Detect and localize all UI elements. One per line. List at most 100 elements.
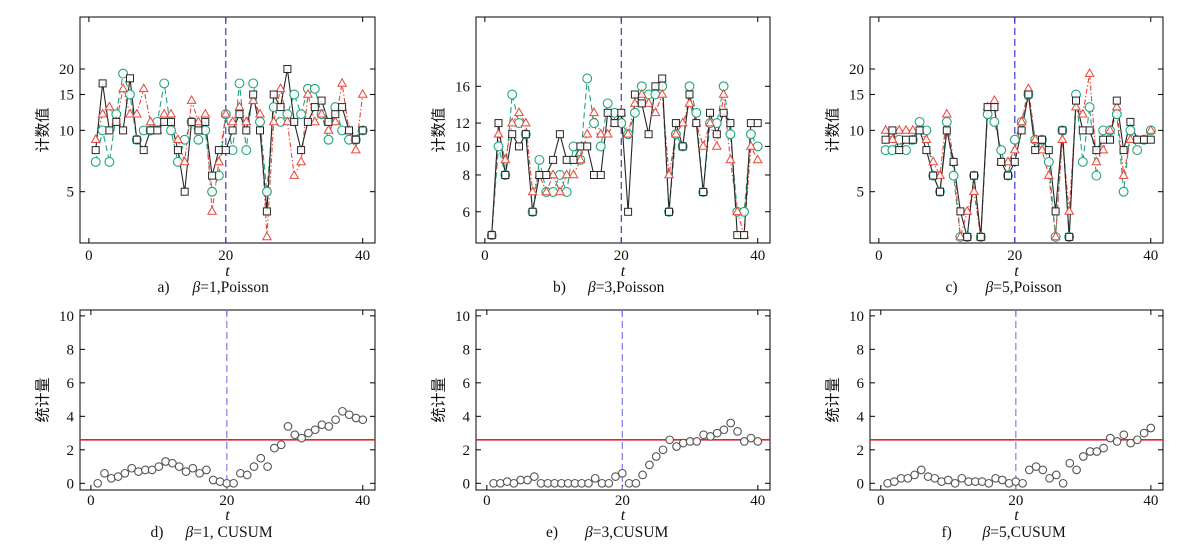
data-point-triangle — [1030, 134, 1041, 143]
data-point-triangle — [145, 116, 156, 126]
data-point-triangle — [575, 154, 586, 164]
data-point-triangle — [887, 134, 898, 143]
data-point-triangle — [907, 124, 918, 134]
data-point-circle — [1125, 125, 1136, 136]
plot-area — [870, 310, 1163, 490]
data-point-triangle — [880, 124, 891, 134]
data-point-cusum — [249, 462, 259, 471]
data-point-triangle — [316, 108, 327, 118]
data-point-square — [590, 171, 598, 179]
data-point-square — [908, 135, 917, 144]
data-point-cusum — [1018, 478, 1027, 488]
data-point-square — [753, 119, 762, 128]
data-point-cusum — [903, 473, 913, 483]
data-point-triangle — [894, 124, 905, 134]
caption-title-rest: =1, CUSUM — [193, 524, 273, 541]
data-point-circle — [261, 186, 272, 197]
data-point-square — [651, 82, 660, 91]
data-point-triangle — [97, 108, 108, 118]
data-point-square — [1146, 135, 1155, 144]
y-tick-label: 10 — [59, 309, 74, 325]
data-point-cusum — [338, 406, 347, 416]
data-point-cusum — [1065, 458, 1075, 468]
data-point-circle — [602, 98, 613, 109]
caption-beta: β — [185, 524, 194, 541]
y-axis-label: 计数值 — [430, 107, 447, 152]
data-point-cusum — [310, 425, 320, 435]
data-point-cusum — [523, 475, 532, 485]
data-point-square — [562, 155, 571, 164]
y-tick-label: 15 — [59, 87, 74, 103]
data-point-triangle — [725, 154, 736, 164]
data-point-square — [603, 108, 612, 117]
data-point-circle — [1077, 156, 1088, 167]
caption-title-rest: =3,Poisson — [596, 279, 665, 296]
x-axis-label: t — [621, 507, 626, 524]
y-tick-label: 8 — [463, 168, 471, 184]
data-point-square — [1058, 126, 1067, 135]
y-tick-label: 8 — [463, 342, 471, 358]
data-point-triangle — [568, 169, 579, 179]
data-point-triangle — [337, 77, 348, 87]
data-point-cusum — [1072, 465, 1081, 475]
data-point-cusum — [154, 462, 164, 471]
data-point-triangle — [357, 88, 368, 98]
data-point-cusum — [509, 478, 519, 488]
data-point-cusum — [692, 437, 702, 446]
data-point-circle — [207, 186, 218, 197]
data-point-square — [221, 146, 230, 155]
data-point-square — [936, 187, 944, 196]
caption-title: β=1, CUSUM — [185, 524, 273, 541]
data-point-triangle — [1111, 101, 1122, 111]
data-point-square — [1031, 146, 1040, 155]
data-point-triangle — [732, 206, 743, 216]
data-point-square — [180, 187, 189, 196]
data-point-square — [487, 231, 496, 240]
x-tick-label: 20 — [218, 248, 233, 264]
data-point-cusum — [270, 443, 279, 453]
data-point-circle — [296, 109, 307, 120]
y-tick-label: 2 — [67, 443, 75, 459]
data-point-cusum — [1031, 462, 1041, 471]
caption-title-rest: =3,CUSUM — [593, 524, 669, 541]
data-point-circle — [684, 81, 695, 92]
data-point-square — [706, 108, 714, 117]
y-tick-label: 6 — [463, 205, 471, 221]
x-tick-label: 0 — [85, 248, 93, 264]
data-point-square — [242, 126, 251, 135]
data-point-circle — [1043, 156, 1054, 167]
data-point-cusum — [276, 440, 286, 450]
y-tick-label: 2 — [857, 443, 865, 459]
caption-label: a) — [158, 279, 170, 296]
data-point-cusum — [1038, 465, 1048, 475]
data-point-triangle — [745, 140, 756, 150]
x-tick-label: 20 — [615, 493, 630, 509]
y-tick-label: 20 — [849, 62, 864, 78]
data-point-cusum — [753, 437, 763, 446]
data-point-square — [153, 126, 162, 135]
x-tick-label: 20 — [219, 493, 234, 509]
data-point-cusum — [930, 473, 940, 483]
caption-label: c) — [946, 279, 958, 296]
data-point-triangle — [241, 116, 252, 126]
data-point-square — [1010, 157, 1019, 166]
data-point-square — [617, 108, 626, 117]
data-point-square — [630, 90, 639, 99]
data-point-square — [535, 171, 544, 179]
data-point-triangle — [650, 107, 661, 117]
data-point-triangle — [527, 186, 538, 196]
data-point-circle — [941, 116, 952, 127]
data-point-cusum — [957, 473, 967, 483]
data-point-cusum — [174, 462, 184, 471]
data-point-square — [303, 117, 312, 126]
data-point-circle — [255, 116, 265, 127]
caption-title: β=3,Poisson — [587, 279, 665, 296]
data-point-triangle — [261, 231, 272, 241]
data-point-square — [228, 126, 237, 135]
data-point-cusum — [665, 435, 675, 445]
y-tick-label: 12 — [455, 116, 470, 132]
data-point-triangle — [1104, 124, 1116, 134]
data-point-square — [569, 155, 578, 164]
data-point-square — [256, 126, 264, 135]
data-point-circle — [595, 141, 606, 152]
